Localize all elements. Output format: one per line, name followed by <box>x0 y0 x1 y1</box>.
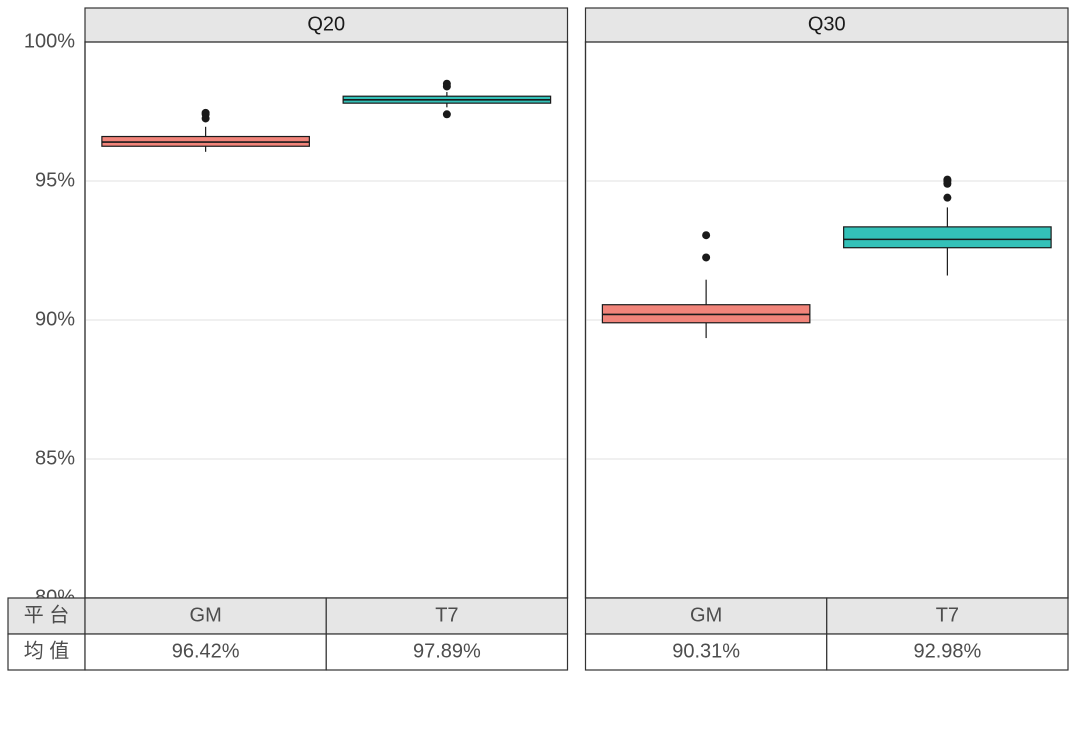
boxplot-chart: 80%85%90%95%100%Q20Q30平 台均 值GM96.42%T797… <box>0 0 1080 729</box>
facet-title: Q30 <box>808 13 846 35</box>
table-cell-text: 97.89% <box>413 640 481 662</box>
outlier-point <box>943 194 951 202</box>
outlier-point <box>943 176 951 184</box>
y-tick-label: 85% <box>35 447 75 469</box>
table-cell-text: 96.42% <box>172 640 240 662</box>
outlier-point <box>702 253 710 261</box>
table-row-label: 均 值 <box>24 639 70 662</box>
outlier-point <box>443 110 451 118</box>
box-T7 <box>844 227 1051 248</box>
table-cell-text: T7 <box>936 604 959 626</box>
outlier-point <box>202 109 210 117</box>
table-cell-text: GM <box>190 604 222 626</box>
outlier-point <box>702 231 710 239</box>
table-row-label: 平 台 <box>24 603 70 626</box>
y-tick-label: 90% <box>35 308 75 330</box>
table-cell-text: 92.98% <box>913 640 981 662</box>
y-tick-label: 100% <box>24 30 75 52</box>
facet-title: Q20 <box>307 13 345 35</box>
table-cell-text: T7 <box>435 604 458 626</box>
y-tick-label: 95% <box>35 169 75 191</box>
outlier-point <box>443 80 451 88</box>
table-cell-text: GM <box>690 604 722 626</box>
table-cell-text: 90.31% <box>672 640 740 662</box>
